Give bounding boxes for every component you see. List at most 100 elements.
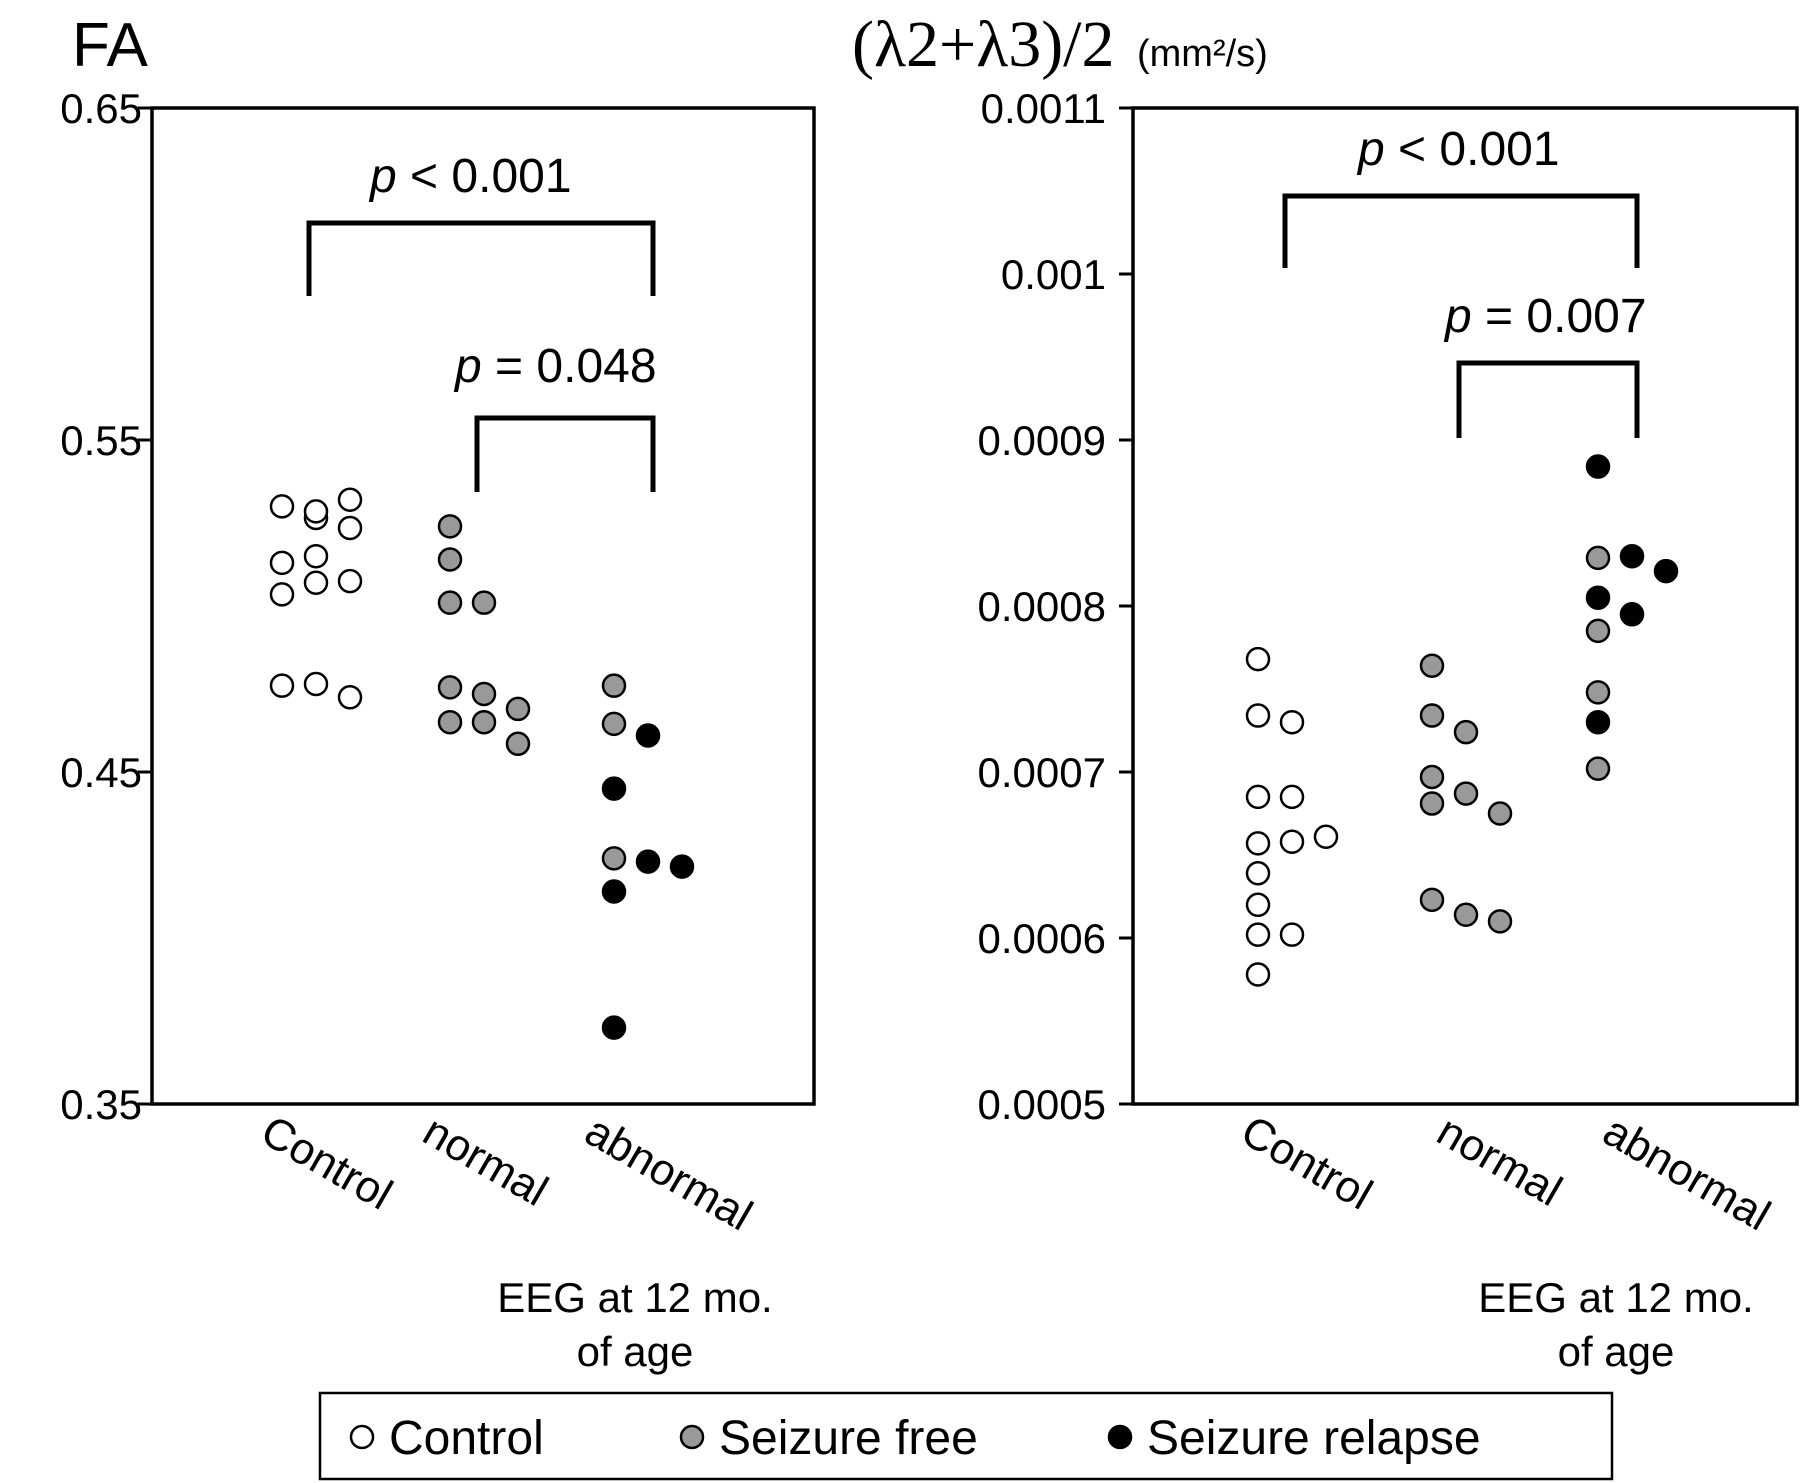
fa-point-control	[303, 543, 329, 569]
fa-p-value-1: p = 0.048	[453, 340, 657, 393]
fa-bracket-0	[306, 220, 656, 296]
fa-point-control	[337, 515, 363, 541]
fa-point-control	[337, 487, 363, 513]
legend-label-seizure-free: Seizure free	[719, 1412, 978, 1465]
rd-x-category-normal: normal	[1429, 1106, 1570, 1216]
rd-point-seizure-free	[1487, 801, 1513, 826]
rd-point-seizure-free	[1585, 756, 1611, 781]
rd-point-control	[1245, 646, 1271, 672]
fa-x-category-normal: normal	[415, 1106, 556, 1216]
rd-point-control	[1279, 784, 1305, 810]
rd-point-control	[1245, 892, 1271, 918]
rd-y-tick-label: 0.001	[1001, 251, 1106, 298]
rd-point-seizure-relapse	[1585, 585, 1611, 610]
fa-significance-brackets: p < 0.001 p = 0.048	[306, 150, 657, 492]
rd-data-points	[1245, 454, 1679, 987]
rd-point-control	[1313, 824, 1339, 849]
rd-y-tick-label: 0.0009	[978, 417, 1106, 464]
rd-point-control	[1245, 703, 1271, 728]
fa-point-seizure-free	[601, 673, 627, 698]
rd-p-value-1: p = 0.007	[1443, 290, 1647, 343]
rd-y-tick-label: 0.0011	[981, 85, 1106, 132]
rd-bracket-0	[1282, 193, 1640, 268]
rd-y-tick-label: 0.0005	[978, 1081, 1106, 1128]
fa-bracket-1	[474, 415, 656, 492]
fa-x-axis: Control normal abnormal	[253, 1106, 760, 1240]
rd-point-control	[1245, 831, 1271, 856]
rd-point-control	[1279, 922, 1305, 947]
rd-point-control	[1245, 784, 1271, 810]
fa-point-control	[269, 673, 295, 698]
fa-point-seizure-free	[437, 675, 463, 700]
rd-x-category-control: Control	[1233, 1106, 1380, 1219]
fa-x-category-abnormal: abnormal	[577, 1106, 760, 1240]
legend-marker-control	[349, 1424, 375, 1450]
fa-point-seizure-relapse	[601, 879, 627, 904]
fa-point-seizure-free	[437, 590, 463, 615]
fa-plot-frame	[150, 106, 816, 1106]
rd-significance-brackets: p < 0.001 p = 0.007	[1282, 123, 1647, 438]
rd-group-label-line1: EEG at 12 mo.	[1478, 1274, 1753, 1321]
fa-point-seizure-free	[437, 514, 463, 539]
rd-group-label-line2: of age	[1558, 1328, 1675, 1375]
legend-label-seizure-relapse: Seizure relapse	[1147, 1412, 1481, 1465]
rd-panel-title-unit: (mm²/s)	[1137, 33, 1268, 75]
rd-point-seizure-relapse	[1619, 602, 1645, 627]
fa-group-label-line1: EEG at 12 mo.	[497, 1274, 772, 1321]
rd-y-tick-label: 0.0007	[978, 749, 1106, 796]
fa-y-axis: 0.65 0.55 0.45 0.35	[60, 85, 152, 1128]
rd-point-seizure-free	[1453, 902, 1479, 928]
fa-point-seizure-free	[471, 681, 497, 707]
rd-plot-frame	[1131, 106, 1799, 1106]
fa-point-control	[269, 494, 295, 519]
rd-panel-title: (λ2+λ3)/2	[852, 8, 1115, 81]
fa-point-seizure-free	[471, 590, 497, 615]
rd-y-tick-label: 0.0006	[978, 915, 1106, 962]
fa-point-control	[337, 685, 363, 710]
fa-point-seizure-relapse	[601, 1015, 627, 1040]
rd-x-category-abnormal: abnormal	[1595, 1106, 1778, 1240]
rd-point-seizure-relapse	[1653, 558, 1679, 584]
fa-point-seizure-relapse	[635, 849, 661, 874]
fa-point-seizure-free	[505, 731, 531, 757]
rd-point-seizure-free	[1453, 719, 1479, 745]
rd-point-seizure-free	[1419, 764, 1445, 790]
rd-point-control	[1245, 861, 1271, 886]
fa-data-points	[269, 487, 695, 1040]
rd-panel-title-group: (λ2+λ3)/2 (mm²/s)	[852, 8, 1268, 81]
rd-y-axis: 0.0011 0.001 0.0009 0.0008 0.0007 0.0006 0.000…	[978, 85, 1133, 1128]
fa-point-control	[269, 582, 295, 607]
rd-point-seizure-relapse	[1619, 543, 1645, 569]
rd-point-seizure-free	[1585, 618, 1611, 644]
fa-y-tick-label: 0.35	[60, 1081, 142, 1128]
rd-point-seizure-free	[1419, 887, 1445, 913]
rd-point-seizure-free	[1419, 703, 1445, 728]
rd-point-seizure-free	[1419, 791, 1445, 816]
fa-y-tick-label: 0.65	[60, 85, 142, 132]
rd-point-control	[1245, 962, 1271, 987]
fa-y-tick-label: 0.45	[60, 749, 142, 796]
fa-point-control	[303, 570, 329, 596]
fa-point-seizure-free	[601, 711, 627, 737]
fa-point-control	[337, 568, 363, 594]
rd-point-seizure-free	[1419, 653, 1445, 679]
rd-point-seizure-free	[1453, 781, 1479, 806]
fa-p-value-0: p < 0.001	[368, 150, 572, 203]
legend-label-control: Control	[389, 1412, 544, 1465]
fa-group-label-line2: of age	[577, 1328, 694, 1375]
rd-bracket-1	[1456, 360, 1640, 438]
legend-frame	[318, 1391, 1614, 1481]
rd-p-value-0: p < 0.001	[1356, 123, 1560, 176]
fa-y-tick-label: 0.55	[60, 417, 142, 464]
rd-point-control	[1279, 709, 1305, 735]
fa-point-seizure-free	[437, 709, 463, 735]
radial-diffusivity-panel: (λ2+λ3)/2 (mm²/s) 0.0011 0.001 0.0009 0.000…	[852, 8, 1799, 1375]
rd-x-axis: Control normal abnormal	[1233, 1106, 1778, 1240]
fa-point-seizure-free	[437, 547, 463, 572]
fa-point-seizure-free	[601, 846, 627, 871]
fa-point-seizure-free	[505, 696, 531, 722]
fa-point-control	[303, 671, 329, 697]
rd-point-seizure-relapse	[1585, 454, 1611, 479]
rd-y-tick-label: 0.0008	[978, 583, 1106, 630]
fa-x-category-control: Control	[253, 1106, 400, 1219]
